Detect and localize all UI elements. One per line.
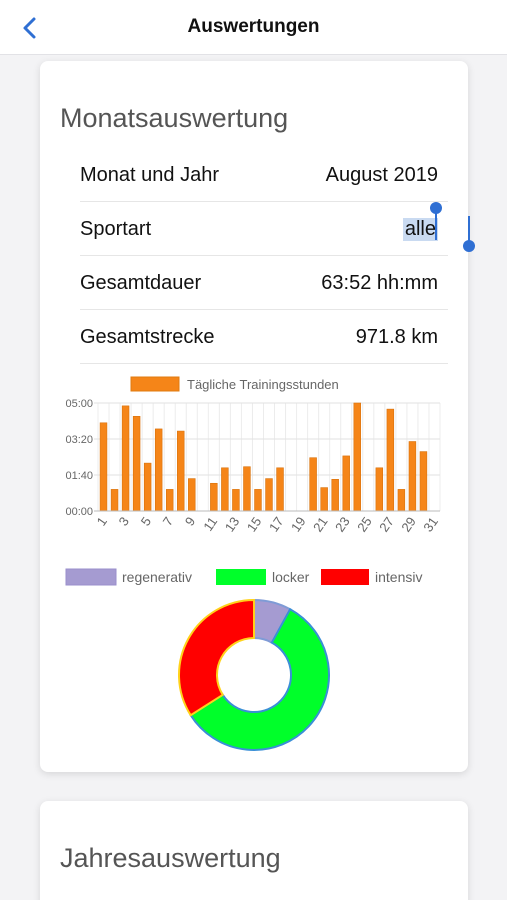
x-tick-label: 23	[332, 514, 353, 534]
bar-day-8	[177, 430, 185, 512]
y-tick-label: 05:00	[65, 398, 93, 410]
row-total-duration[interactable]: Gesamtdauer 63:52 hh:mm	[80, 256, 448, 310]
bar-day-16	[265, 478, 273, 512]
legend-label-intensiv: intensiv	[375, 569, 422, 585]
bar-day-24	[353, 402, 361, 512]
selection-handle-end[interactable]	[463, 240, 475, 252]
x-tick-label: 3	[116, 514, 132, 529]
year-card-title: Jahresauswertung	[60, 843, 281, 873]
row-sport[interactable]: Sportart alle	[80, 202, 475, 256]
y-tick-label: 01:40	[65, 470, 93, 482]
bar-day-9	[188, 478, 196, 512]
legend-label-daily-hours: Tägliche Trainingsstunden	[187, 377, 339, 392]
legend-swatch-intensiv	[321, 569, 369, 585]
x-tick-label: 25	[354, 514, 375, 534]
row-label: Sportart	[80, 218, 152, 240]
bar-day-22	[331, 479, 339, 512]
row-label: Monat und Jahr	[80, 164, 219, 186]
legend-label-regenerativ: regenerativ	[122, 569, 192, 585]
x-tick-label: 13	[222, 514, 243, 534]
month-card: Monatsauswertung Monat und Jahr August 2…	[40, 61, 475, 772]
bar-day-4	[132, 416, 141, 512]
row-label: Gesamtstrecke	[80, 326, 215, 348]
selection-caret-end	[468, 216, 470, 244]
row-total-distance[interactable]: Gesamtstrecke 971.8 km	[80, 310, 448, 364]
bar-day-15	[254, 489, 262, 512]
bar-day-3	[121, 405, 130, 512]
selection-handle-start[interactable]	[430, 202, 442, 214]
bar-day-23	[342, 455, 350, 512]
x-tick-label: 31	[420, 514, 441, 534]
intensity-donut-chart: regenerativ locker intensiv	[65, 568, 422, 751]
x-tick-label: 15	[244, 514, 265, 534]
bar-day-11	[210, 482, 218, 512]
month-card-title: Monatsauswertung	[60, 103, 289, 133]
x-tick-label: 29	[398, 514, 419, 534]
x-tick-label: 27	[376, 514, 397, 534]
bar-day-17	[276, 467, 284, 512]
x-tick-label: 7	[160, 514, 176, 529]
nav-bar: Auswertungen	[0, 0, 507, 55]
bar-day-26	[375, 467, 384, 512]
bar-day-7	[165, 489, 174, 512]
x-tick-label: 1	[94, 514, 110, 529]
page-title: Auswertungen	[187, 16, 320, 37]
bar-day-1	[99, 422, 108, 512]
row-value: 971.8 km	[355, 326, 438, 348]
bar-day-20	[309, 457, 317, 512]
bar-day-12	[221, 467, 229, 512]
legend-swatch-daily-hours	[130, 376, 180, 392]
sport-select-value[interactable]: alle	[402, 218, 438, 241]
legend-label-locker: locker	[272, 569, 310, 585]
bar-day-5	[143, 462, 152, 512]
year-card: Jahresauswertung	[40, 801, 468, 900]
row-value: August 2019	[325, 164, 438, 186]
row-label: Gesamtdauer	[80, 272, 202, 294]
x-tick-label: 9	[182, 514, 198, 529]
bar-day-29	[408, 441, 417, 512]
x-tick-label: 11	[200, 514, 220, 534]
x-tick-label: 19	[288, 514, 309, 534]
y-tick-label: 00:00	[65, 506, 93, 518]
row-value: 63:52 hh:mm	[321, 272, 438, 294]
bar-day-6	[154, 428, 163, 512]
chevron-left-icon[interactable]	[18, 14, 44, 42]
donut-slice-intensiv	[178, 598, 255, 717]
bar-day-21	[320, 487, 328, 512]
selection-caret-start	[435, 212, 437, 240]
bar-day-27	[386, 408, 395, 512]
y-tick-label: 03:20	[65, 434, 93, 446]
bar-day-2	[110, 489, 119, 512]
bar-day-30	[419, 451, 428, 512]
donut-slice-locker	[189, 607, 330, 751]
x-tick-label: 21	[310, 514, 331, 534]
row-month-year[interactable]: Monat und Jahr August 2019	[80, 148, 448, 202]
bar-day-13	[232, 489, 240, 512]
x-tick-label: 17	[266, 514, 287, 534]
bar-day-14	[243, 466, 251, 512]
legend-swatch-regenerativ	[65, 568, 117, 586]
x-tick-label: 5	[138, 514, 154, 529]
bar-day-28	[397, 489, 406, 512]
legend-swatch-locker	[216, 569, 266, 585]
daily-training-chart: Tägliche Trainingsstunden 00:00 01:40 03:20…	[65, 376, 441, 535]
